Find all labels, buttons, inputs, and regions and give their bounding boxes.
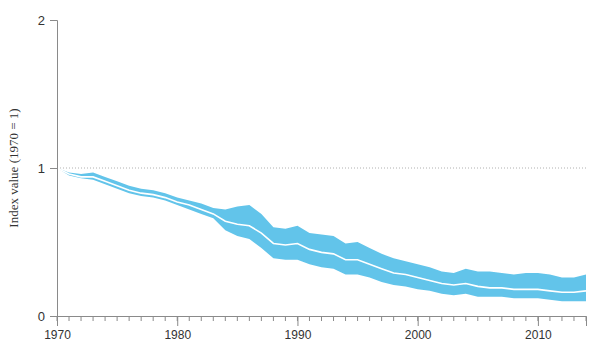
y-axis-line xyxy=(50,21,58,317)
y-tick-label: 1 xyxy=(38,161,45,176)
y-tick-label: 2 xyxy=(38,13,45,28)
x-tick-label: 2010 xyxy=(525,328,552,342)
x-tick-label: 1990 xyxy=(285,328,312,342)
x-tick-label: 1970 xyxy=(44,328,71,342)
x-tick-label: 1980 xyxy=(164,328,191,342)
chart: 0 1 2 1970 1980 1990 2000 2010 Index value (1970… xyxy=(0,0,602,361)
x-tick: 1970 xyxy=(44,316,71,342)
y-tick-mark xyxy=(50,168,57,169)
y-axis: 0 1 2 xyxy=(38,13,58,324)
x-tick-label: 2000 xyxy=(405,328,432,342)
x-tick: 2000 xyxy=(405,316,432,342)
confidence-band xyxy=(57,168,586,301)
y-tick-mark xyxy=(50,316,57,317)
x-tick-mark xyxy=(418,316,419,326)
x-tick-mark xyxy=(297,316,298,326)
x-tick-mark xyxy=(177,316,178,326)
y-tick-label: 0 xyxy=(38,309,45,324)
y-tick: 0 xyxy=(38,309,57,324)
y-tick: 2 xyxy=(38,13,57,28)
index-line xyxy=(57,168,586,292)
x-tick-mark xyxy=(538,316,539,326)
x-tick: 2010 xyxy=(525,316,552,342)
baseline xyxy=(57,168,586,169)
x-axis: 1970 1980 1990 2000 2010 xyxy=(44,316,586,342)
x-tick: 1980 xyxy=(164,316,191,342)
plot: 0 1 2 1970 1980 1990 2000 2010 xyxy=(38,13,587,342)
x-tick: 1990 xyxy=(285,316,312,342)
marks xyxy=(57,168,586,301)
y-axis-title: Index value (1970 = 1) xyxy=(6,108,21,227)
y-tick: 1 xyxy=(38,161,57,176)
y-tick-mark xyxy=(50,20,57,21)
x-tick-mark xyxy=(57,316,58,326)
x-axis-line xyxy=(58,317,587,327)
